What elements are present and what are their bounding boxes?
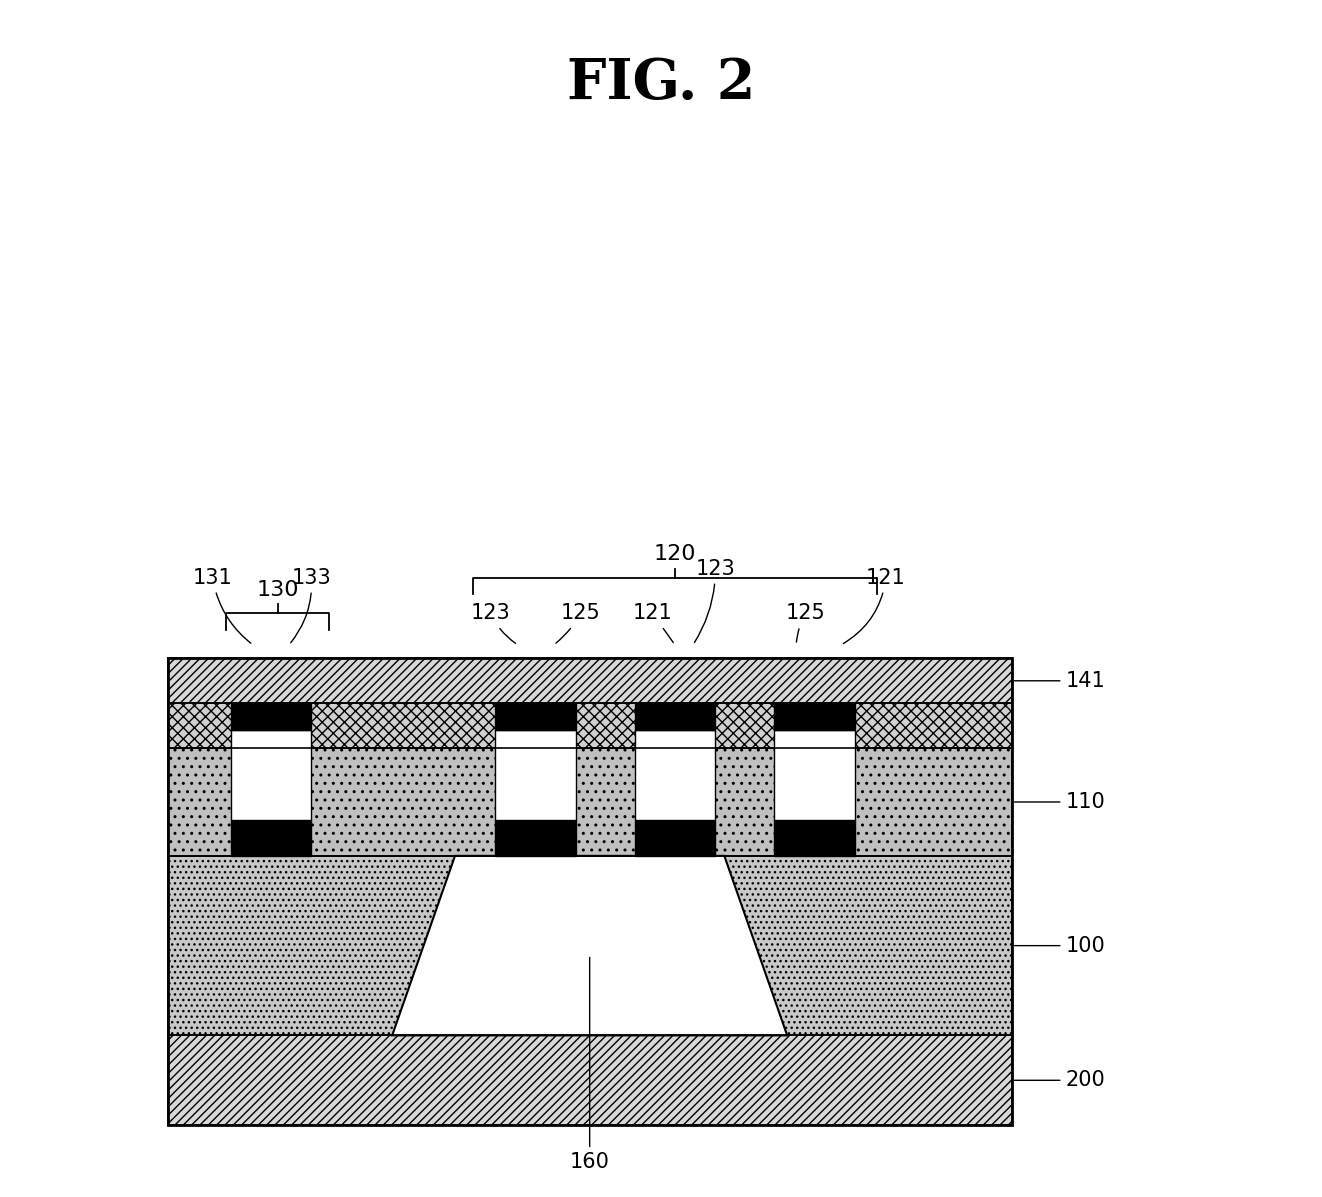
Polygon shape [393,856,787,1035]
Bar [168,856,1011,1035]
Bar [168,748,1011,856]
Bar [168,704,1011,748]
Bar [230,703,312,730]
Bar [635,703,715,730]
Bar [635,820,715,856]
Bar [635,730,715,820]
Text: 125: 125 [785,603,825,642]
Text: 120: 120 [653,545,697,564]
Bar [230,730,312,820]
Text: FIG. 2: FIG. 2 [567,56,755,111]
Bar [168,658,1011,1125]
Bar [496,703,576,730]
Bar [773,730,854,820]
Bar [230,820,312,856]
Text: 123: 123 [471,603,516,643]
Bar [496,730,576,820]
Text: 131: 131 [193,567,251,643]
Bar [773,820,854,856]
Bar [773,703,854,730]
Text: 121: 121 [843,567,906,644]
Text: 123: 123 [694,559,735,643]
Bar [168,658,1011,703]
Text: 133: 133 [291,567,332,643]
Text: 100: 100 [1014,936,1105,955]
Bar [496,820,576,856]
Text: 200: 200 [1014,1070,1105,1090]
Text: 130: 130 [256,581,299,600]
Text: 125: 125 [557,603,600,643]
Bar [168,1035,1011,1125]
Text: 141: 141 [1014,670,1105,691]
Text: 160: 160 [570,958,609,1172]
Text: 110: 110 [1014,792,1105,812]
Text: 121: 121 [633,603,673,643]
